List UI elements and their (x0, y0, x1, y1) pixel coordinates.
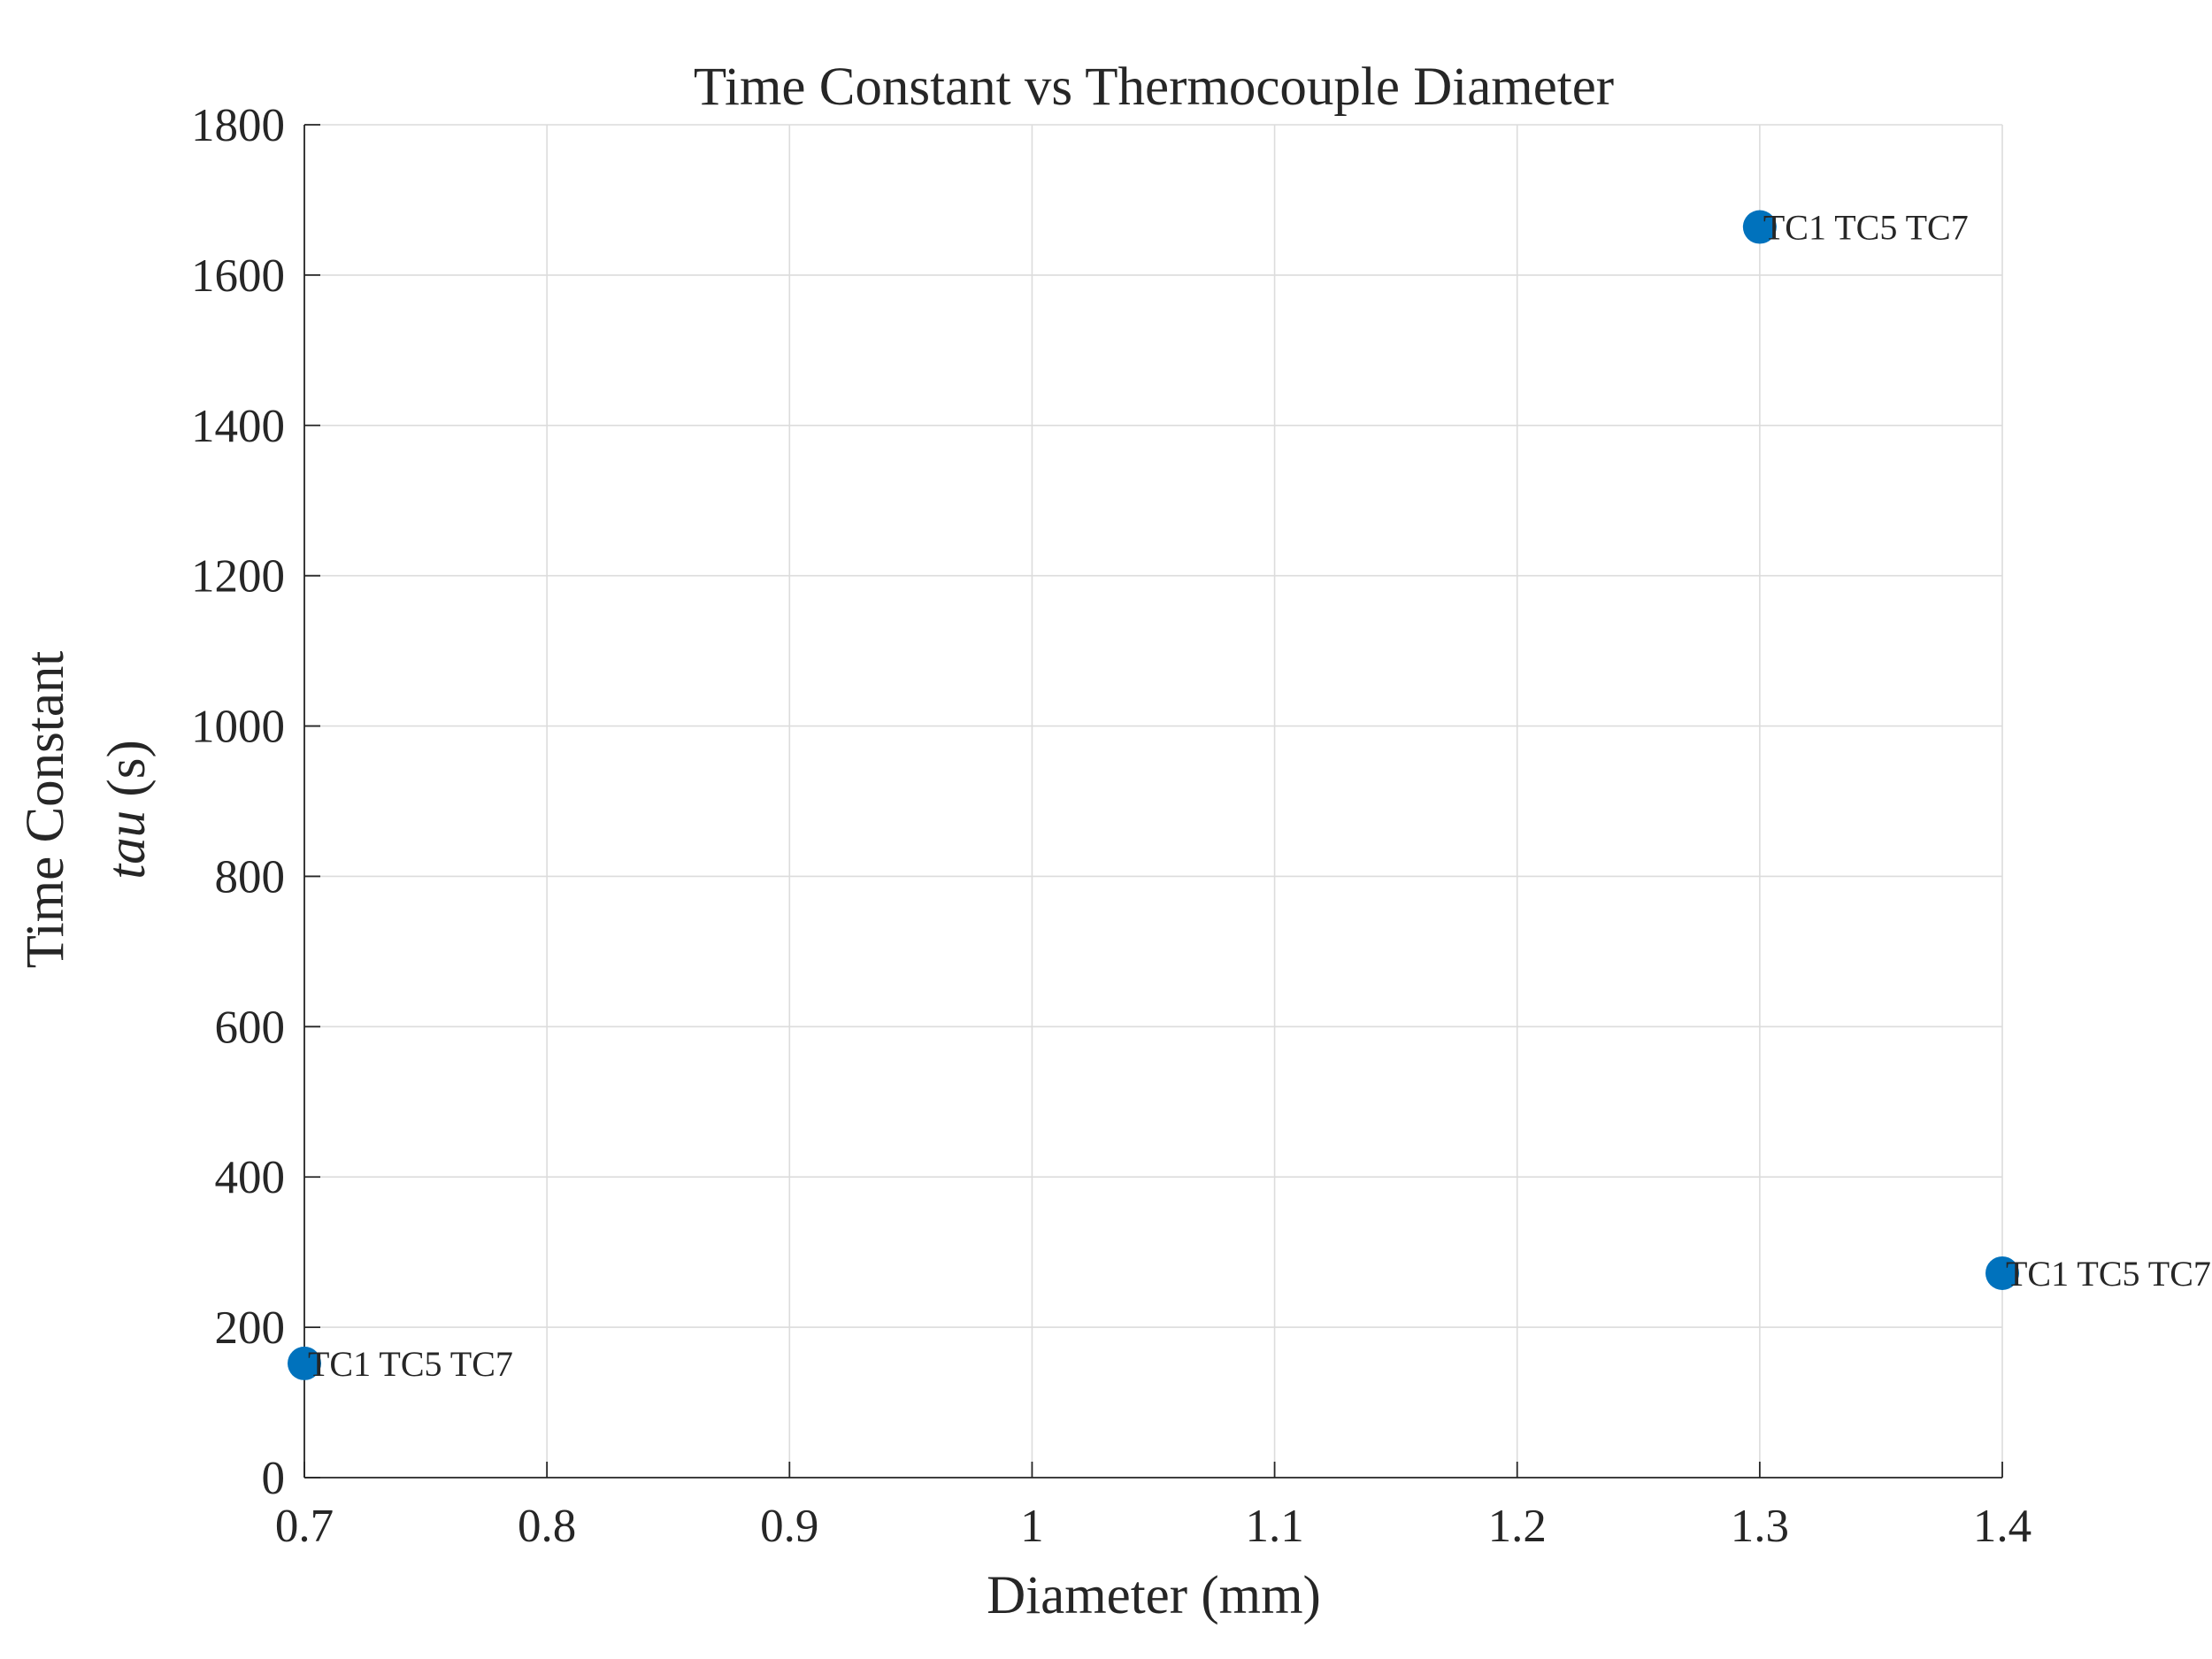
y-tick-label: 400 (215, 1152, 286, 1203)
data-point-label: TC1 TC5 TC7 (2006, 1254, 2211, 1294)
x-axis-label: Diameter (mm) (987, 1566, 1321, 1625)
y-tick-label: 1000 (191, 702, 285, 753)
y-axis-label-line2: tau (s) (97, 740, 157, 879)
x-tick-label: 1 (1020, 1501, 1044, 1552)
axes (303, 125, 2002, 1479)
ticks: 0.7 0.8 0.9 1 1.1 1.2 1.3 1.4 0 200 400 600 800 1000 1… (191, 100, 2032, 1552)
data-points: TC1 TC5 TC7 TC1 TC5 TC7 TC1 TC5 TC7 (288, 208, 2211, 1384)
y-tick-label: 1800 (191, 100, 285, 151)
x-tick-label: 1.3 (1731, 1501, 1789, 1552)
data-point-label: TC1 TC5 TC7 (308, 1344, 513, 1384)
x-tick-label: 1.1 (1245, 1501, 1303, 1552)
x-tick-label: 0.7 (275, 1501, 334, 1552)
y-axis-label-variable: tau (97, 810, 157, 879)
data-point (288, 1346, 321, 1380)
y-axis-label-unit: (s) (97, 740, 157, 796)
data-point (1985, 1256, 2019, 1290)
y-tick-label: 200 (215, 1302, 286, 1354)
data-point (1742, 210, 1777, 244)
x-tick-label: 1.2 (1488, 1501, 1547, 1552)
y-tick-label: 1600 (191, 250, 285, 302)
y-axis-label: Time Constant tau (s) (16, 651, 157, 969)
x-tick-label: 1.4 (1973, 1501, 2032, 1552)
y-tick-label: 600 (215, 1002, 286, 1053)
grid (303, 124, 2003, 1479)
y-tick-label: 1400 (191, 401, 285, 452)
y-axis-label-line1: Time Constant (16, 651, 75, 969)
data-point-label: TC1 TC5 TC7 (1763, 208, 1969, 248)
x-tick-label: 0.8 (518, 1501, 576, 1552)
y-tick-label: 800 (215, 851, 286, 902)
y-tick-label: 0 (262, 1453, 286, 1504)
x-tick-label: 0.9 (760, 1501, 818, 1552)
chart-title: Time Constant vs Thermocouple Diameter (694, 58, 1614, 117)
y-tick-label: 1200 (191, 551, 285, 603)
